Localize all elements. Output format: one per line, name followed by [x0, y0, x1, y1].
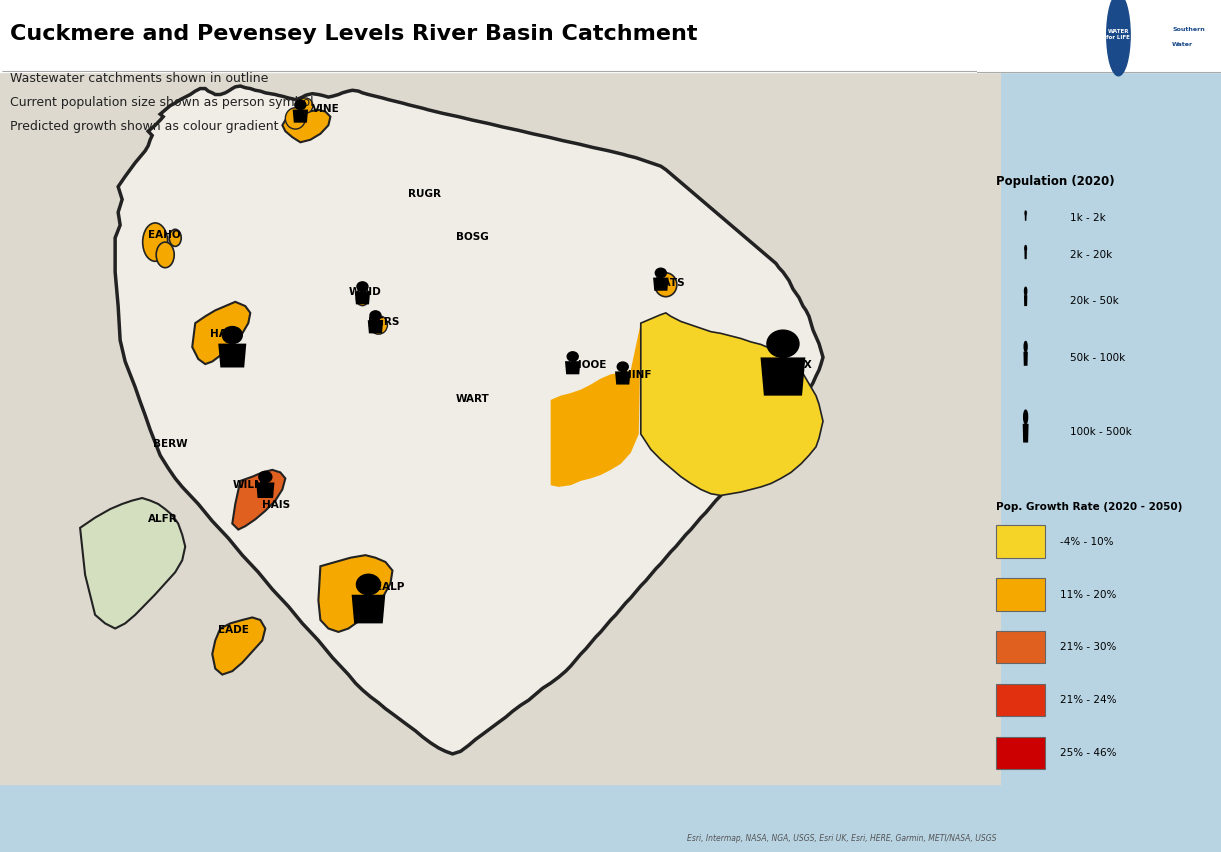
Text: 100k - 500k: 100k - 500k [1070, 427, 1132, 437]
Text: WIND: WIND [348, 286, 381, 296]
Text: 21% - 30%: 21% - 30% [1060, 642, 1116, 652]
Text: 1k - 2k: 1k - 2k [1070, 213, 1105, 223]
Bar [996, 631, 1045, 664]
Circle shape [222, 327, 242, 344]
Text: RUGR: RUGR [409, 189, 442, 199]
Text: Wastewater catchments shown in outline: Wastewater catchments shown in outline [10, 72, 269, 85]
Circle shape [259, 472, 272, 483]
Polygon shape [761, 358, 806, 396]
Circle shape [767, 331, 799, 358]
Text: EADE: EADE [219, 624, 249, 634]
Ellipse shape [298, 99, 313, 114]
Text: WART: WART [455, 394, 490, 404]
Text: ALFR: ALFR [148, 513, 178, 523]
Bar [0, 0, 1001, 72]
Polygon shape [282, 111, 331, 143]
Polygon shape [319, 556, 392, 632]
Text: BOSG: BOSG [455, 232, 488, 242]
Text: Water: Water [1172, 42, 1193, 47]
Text: 50k - 100k: 50k - 100k [1070, 353, 1125, 363]
Bar [996, 737, 1045, 769]
Ellipse shape [357, 293, 369, 307]
Bar [996, 526, 1045, 558]
Circle shape [294, 101, 306, 111]
Circle shape [1023, 411, 1028, 424]
Text: Current population size shown as person symbol: Current population size shown as person … [10, 95, 314, 109]
Text: Population (2020): Population (2020) [996, 175, 1115, 187]
Circle shape [1024, 246, 1027, 252]
Text: HOOE: HOOE [573, 360, 606, 370]
Circle shape [1024, 288, 1027, 296]
Text: 20k - 50k: 20k - 50k [1070, 295, 1118, 305]
Polygon shape [293, 111, 308, 124]
Circle shape [656, 269, 667, 279]
Polygon shape [256, 483, 275, 498]
Polygon shape [352, 595, 386, 624]
Text: Predicted growth shown as colour gradient: Predicted growth shown as colour gradien… [10, 119, 278, 133]
Ellipse shape [286, 108, 305, 130]
Bar [996, 684, 1045, 717]
Polygon shape [232, 470, 286, 530]
Polygon shape [1023, 424, 1028, 443]
Text: 21% - 24%: 21% - 24% [1060, 694, 1116, 705]
Text: WATER
for LIFE: WATER for LIFE [1106, 29, 1131, 39]
Text: CATS: CATS [656, 278, 685, 288]
Text: BERW: BERW [153, 438, 188, 448]
Polygon shape [1024, 216, 1027, 222]
Polygon shape [551, 324, 641, 487]
Text: 25% - 46%: 25% - 46% [1060, 747, 1116, 757]
Polygon shape [115, 87, 823, 754]
Ellipse shape [170, 230, 181, 247]
Polygon shape [565, 362, 580, 375]
Text: Southern: Southern [1172, 27, 1205, 32]
Polygon shape [1023, 353, 1028, 366]
Ellipse shape [143, 224, 167, 262]
Text: -4% - 10%: -4% - 10% [1060, 536, 1114, 546]
Polygon shape [212, 618, 265, 675]
Ellipse shape [370, 316, 387, 335]
Polygon shape [219, 344, 247, 368]
Text: 11% - 20%: 11% - 20% [1060, 589, 1116, 599]
Bar [0, 60, 1001, 784]
Polygon shape [368, 321, 383, 334]
Circle shape [1024, 343, 1027, 353]
Text: HAIS: HAIS [263, 499, 291, 509]
Ellipse shape [156, 243, 175, 268]
Circle shape [618, 363, 629, 372]
Circle shape [357, 574, 381, 595]
Text: EAHO: EAHO [148, 229, 181, 239]
Circle shape [568, 353, 579, 362]
Text: HERS: HERS [369, 317, 399, 327]
Text: Cuckmere and Pevensey Levels River Basin Catchment: Cuckmere and Pevensey Levels River Basin… [10, 24, 697, 44]
Polygon shape [1024, 252, 1027, 260]
Text: HABX: HABX [779, 360, 812, 370]
Text: WILM: WILM [232, 479, 265, 489]
Text: 2k - 20k: 2k - 20k [1070, 250, 1112, 260]
Ellipse shape [654, 273, 676, 297]
Polygon shape [81, 498, 186, 629]
Circle shape [357, 283, 368, 292]
Bar [996, 579, 1045, 611]
Polygon shape [355, 292, 370, 305]
Polygon shape [615, 372, 630, 385]
Text: VINE: VINE [313, 104, 341, 114]
Circle shape [370, 312, 381, 321]
Polygon shape [641, 314, 823, 496]
Circle shape [1106, 0, 1131, 77]
Text: Esri, Intermap, NASA, NGA, USGS, Esri UK, Esri, HERE, Garmin, METI/NASA, USGS: Esri, Intermap, NASA, NGA, USGS, Esri UK… [686, 832, 996, 842]
Text: NINF: NINF [623, 370, 651, 380]
Text: Pop. Growth Rate (2020 - 2050): Pop. Growth Rate (2020 - 2050) [996, 501, 1183, 511]
Polygon shape [192, 302, 250, 365]
Text: EALP: EALP [376, 581, 405, 591]
Bar [977, 0, 1221, 72]
Polygon shape [1024, 296, 1027, 307]
Text: HAIN: HAIN [210, 329, 239, 339]
Polygon shape [653, 279, 669, 291]
